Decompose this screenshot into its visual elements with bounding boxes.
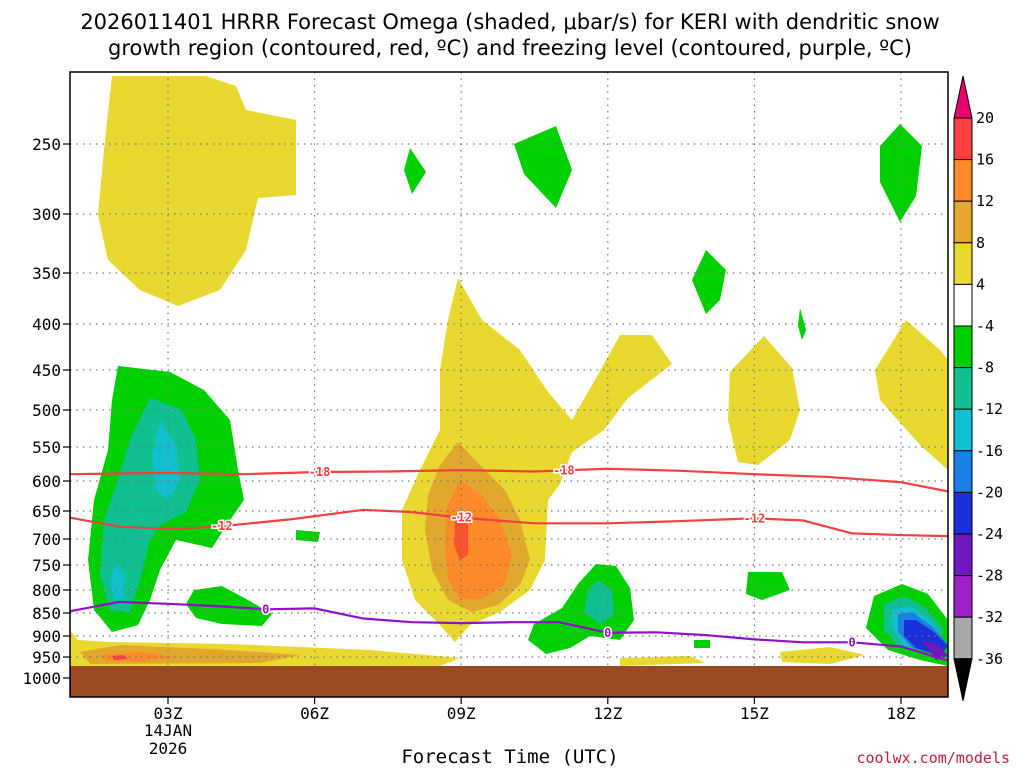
contour-label: -18 [553, 463, 575, 477]
y-tick-label: 650 [32, 502, 61, 521]
colorbar-label: -32 [976, 608, 1003, 626]
colorbar: 20 16 12 8 4 -4 -8 -12 -16 -20 -24 -28 -32 -36 [953, 75, 1003, 701]
y-tick-label: 350 [32, 264, 61, 283]
colorbar-box [953, 283, 973, 327]
colorbar-box [953, 533, 973, 577]
x-tick-label: 12Z [593, 704, 622, 723]
colorbar-box [953, 616, 973, 660]
y-tick-label: 900 [32, 627, 61, 646]
colorbar-label: -24 [976, 525, 1003, 543]
y-tick-label: 450 [32, 361, 61, 380]
contour-label: -18 [309, 465, 331, 479]
chart-title-line2: growth region (contoured, red, ºC) and f… [108, 36, 912, 60]
omega-pos-surface-3 [780, 647, 865, 664]
colorbar-box [953, 491, 973, 535]
colorbar-label: 20 [976, 109, 994, 127]
colorbar-top-arrow [953, 75, 973, 119]
x-tick-label: 15Z [740, 704, 769, 723]
y-tick-label: 550 [32, 438, 61, 457]
omega-pos-right-edge [875, 320, 948, 470]
x-tick-label: 09Z [447, 704, 476, 723]
colorbar-box [953, 367, 973, 410]
colorbar-box [953, 159, 973, 202]
y-tick-label: 700 [32, 530, 61, 549]
colorbar-label: -12 [976, 400, 1003, 418]
plot-frame [69, 71, 949, 698]
colorbar-label: -16 [976, 442, 1003, 460]
colorbar-label: -4 [976, 317, 994, 335]
colorbar-box [953, 200, 973, 244]
grid-lines [70, 72, 948, 666]
omega-neg-16-left [152, 420, 180, 500]
omega-neg-28-right-low [922, 640, 948, 660]
colorbar-label: -36 [976, 650, 1003, 668]
omega-pos-surface-2 [620, 656, 705, 666]
contour-label: 0 [262, 602, 269, 616]
colorbar-bottom-arrow [953, 658, 973, 701]
omega-neg-mid-2 [798, 308, 806, 340]
x-tick-label: 03Z [154, 704, 183, 723]
colorbar-box [953, 325, 973, 369]
credit-text: coolwx.com/models [856, 749, 1010, 767]
contour-label: -12 [211, 519, 233, 533]
y-tick-label: 300 [32, 205, 61, 224]
y-tick-label: 800 [32, 581, 61, 600]
contour-label: 0 [849, 635, 856, 649]
y-tick-label: 250 [32, 135, 61, 154]
contour--18 [70, 467, 948, 493]
omega-neg-small-2 [746, 572, 790, 600]
colorbar-box [953, 575, 973, 618]
omega-neg-top-2 [514, 126, 572, 208]
omega-pos-12-center [445, 480, 512, 600]
omega-pos-right-mid [728, 336, 800, 465]
colorbar-label: 8 [976, 234, 985, 252]
date-label-day: 14JAN [144, 721, 192, 740]
chart-title-line1: 2026011401 HRRR Forecast Omega (shaded, … [80, 10, 939, 34]
colorbar-label: 16 [976, 151, 994, 169]
omega-pos-upper-left [98, 76, 296, 306]
contour--12 [70, 508, 948, 538]
colorbar-label: 4 [976, 275, 985, 293]
x-axis-label: Forecast Time (UTC) [401, 746, 618, 768]
omega-neg-top-1 [404, 148, 426, 194]
omega-neg-small-1 [694, 640, 710, 648]
colorbar-box [953, 408, 973, 452]
x-axis: 03Z 06Z 09Z 12Z 15Z 18Z [154, 697, 916, 723]
colorbar-label: -20 [976, 483, 1003, 501]
omega-pos-16-surface [112, 655, 128, 660]
y-tick-label: 600 [32, 472, 61, 491]
colorbar-box [953, 117, 973, 161]
colorbar-box [953, 450, 973, 493]
colorbar-box [953, 242, 973, 285]
ground-terrain [70, 666, 948, 697]
omega-neg-top-right [880, 124, 922, 222]
y-tick-label: 750 [32, 556, 61, 575]
y-tick-label: 400 [32, 315, 61, 334]
omega-neg-mid-1 [692, 250, 726, 314]
contour-lines: -18 -18 -12 -12 -12 0 0 0 [70, 462, 948, 662]
y-tick-label: 1000 [22, 669, 61, 688]
y-tick-label: 500 [32, 401, 61, 420]
omega-neg-16-left-low [110, 562, 124, 600]
contour-label: 0 [604, 626, 611, 640]
plot-area: -18 -18 -12 -12 -12 0 0 0 [70, 72, 948, 697]
y-tick-label: 850 [32, 604, 61, 623]
date-label-year: 2026 [149, 739, 188, 758]
omega-neg-small-left [296, 530, 320, 542]
y-tick-label: 950 [32, 648, 61, 667]
colorbar-label: 12 [976, 192, 994, 210]
contour-label: -12 [450, 511, 472, 525]
colorbar-label: -28 [976, 567, 1003, 585]
y-axis: 250 300 350 400 450 500 550 600 650 700 750 800 850 9… [22, 135, 70, 688]
contour-label: -12 [744, 511, 766, 525]
x-tick-label: 18Z [887, 704, 916, 723]
colorbar-label: -8 [976, 359, 994, 377]
contour-0 [70, 600, 948, 662]
x-tick-label: 06Z [300, 704, 329, 723]
